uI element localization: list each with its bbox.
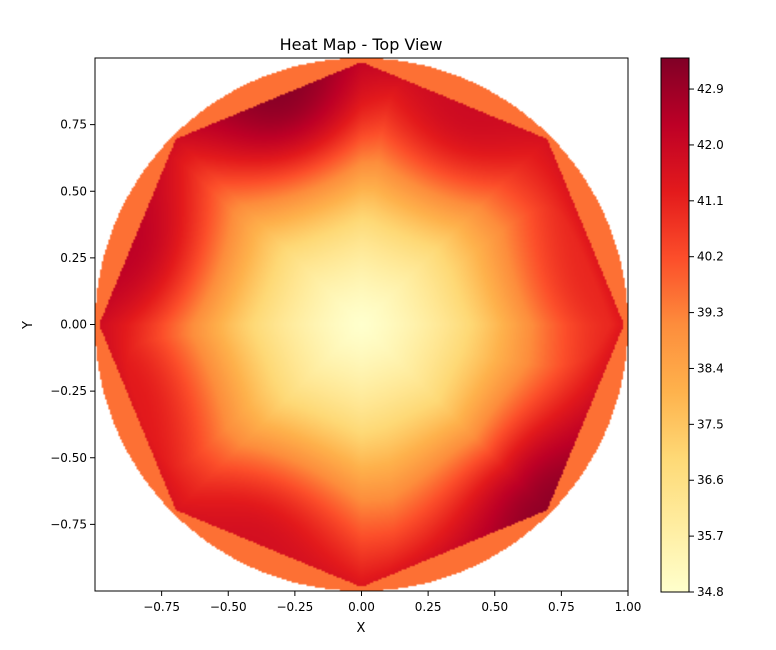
y-axis: 0.75 0.50 0.25 0.00 −0.25 −0.50 −0.75 — [50, 118, 95, 531]
heatmap-image — [95, 58, 628, 591]
colorbar-tick-label: 38.4 — [697, 361, 724, 375]
y-tick-label: −0.75 — [50, 517, 87, 531]
colorbar-tick-label: 36.6 — [697, 473, 724, 487]
x-tick-label: 0.50 — [481, 600, 508, 614]
colorbar-tick-label: 40.2 — [697, 250, 724, 264]
colorbar-tick-label: 42.9 — [697, 82, 724, 96]
x-tick-label: −0.75 — [143, 600, 180, 614]
y-tick-label: 0.00 — [60, 318, 87, 332]
colorbar-tick-label: 37.5 — [697, 417, 724, 431]
x-tick-label: 0.25 — [415, 600, 442, 614]
colorbar: 34.8 35.7 36.6 37.5 38.4 39.3 40.2 41.1 42.0 42.9 — [660, 57, 724, 599]
colorbar-tick-label: 39.3 — [697, 306, 724, 320]
x-tick-label: −0.50 — [210, 600, 247, 614]
colorbar-tick-label: 34.8 — [697, 585, 724, 599]
x-tick-label: 0.00 — [348, 600, 375, 614]
colorbar-gradient — [660, 57, 690, 593]
colorbar-ticks: 34.8 35.7 36.6 37.5 38.4 39.3 40.2 41.1 42.0 42.9 — [689, 82, 724, 599]
heatmap-area — [95, 58, 628, 591]
chart-title: Heat Map - Top View — [280, 35, 443, 54]
colorbar-tick-label: 41.1 — [697, 194, 724, 208]
colorbar-tick-label: 35.7 — [697, 529, 724, 543]
x-tick-label: 0.75 — [548, 600, 575, 614]
x-axis: −0.75 −0.50 −0.25 0.00 0.25 0.50 0.75 1.00 — [143, 591, 641, 614]
y-tick-label: −0.25 — [50, 384, 87, 398]
y-axis-label: Y — [21, 321, 36, 330]
y-tick-label: −0.50 — [50, 451, 87, 465]
x-tick-label: −0.25 — [276, 600, 313, 614]
x-axis-label: X — [357, 621, 366, 636]
y-tick-label: 0.25 — [60, 251, 87, 265]
y-tick-label: 0.50 — [60, 184, 87, 198]
y-tick-label: 0.75 — [60, 118, 87, 132]
x-tick-label: 1.00 — [615, 600, 642, 614]
colorbar-tick-label: 42.0 — [697, 138, 724, 152]
